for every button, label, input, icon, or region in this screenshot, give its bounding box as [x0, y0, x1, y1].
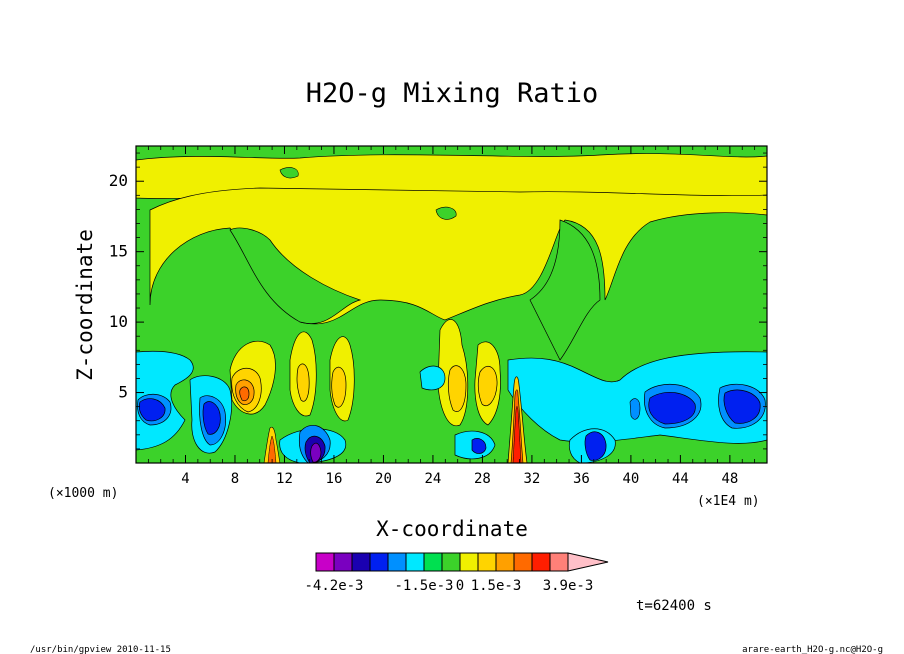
x-axis-ticks: 4 8 12 16 20 24 28 32 36 40 44 48 [147, 146, 756, 487]
footer-left: /usr/bin/gpview 2010-11-15 [30, 645, 171, 654]
contour-plume-small [267, 435, 277, 463]
contour-gold [331, 366, 347, 408]
contour-dark-orange [239, 386, 250, 402]
contour-deep-blue [202, 401, 221, 435]
x-axis-label: X-coordinate [376, 517, 528, 541]
contour-purple [310, 442, 322, 463]
contour-deep-blue [138, 398, 166, 422]
x-tick-label: 16 [326, 471, 343, 487]
footer-right: arare-earth_H2O-g.nc@H2O-g [742, 645, 883, 654]
colorbar-swatch [423, 552, 443, 572]
colorbar-swatch [441, 552, 461, 572]
y-axis-label: Z-coordinate [73, 229, 97, 381]
colorbar-label: -4.2e-3 [304, 578, 363, 594]
color-legend-bar [315, 552, 609, 572]
contour-gold [447, 365, 467, 412]
x-tick-label: 8 [231, 471, 239, 487]
colorbar-label: 0 [456, 578, 464, 594]
x-tick-label: 32 [523, 471, 540, 487]
x-tick-label: 4 [181, 471, 189, 487]
colorbar-swatch [531, 552, 551, 572]
x-tick-label: 44 [672, 471, 689, 487]
x-tick-label: 12 [276, 471, 293, 487]
contour-patch [279, 167, 299, 179]
y-tick-label: 10 [109, 312, 128, 331]
colorbar-label: 1.5e-3 [471, 578, 522, 594]
y-axis-ticks: 5 10 15 20 [109, 152, 767, 450]
x-tick-label: 36 [573, 471, 590, 487]
plot-area [136, 146, 767, 463]
colorbar-overflow-triangle [567, 552, 609, 572]
colorbar-swatch [333, 552, 353, 572]
contour-cyan-small [419, 365, 446, 391]
contour-lobe [529, 219, 601, 361]
colorbar-swatch [351, 552, 371, 572]
contour-deep-blue [471, 438, 487, 454]
contour-lobe [229, 227, 362, 324]
colorbar-swatch [513, 552, 533, 572]
contour-patch [435, 206, 457, 220]
x-tick-label: 48 [721, 471, 738, 487]
y-tick-label: 5 [118, 383, 128, 402]
x-tick-label: 40 [622, 471, 639, 487]
colorbar-swatch [549, 552, 569, 572]
x-tick-label: 24 [425, 471, 442, 487]
colorbar-swatch [459, 552, 479, 572]
colorbar-swatch [387, 552, 407, 572]
colorbar-label: 3.9e-3 [543, 578, 594, 594]
y-tick-label: 15 [109, 242, 128, 261]
contour-deep-blue [648, 391, 696, 425]
plot-frame [135, 145, 768, 464]
colorbar-swatch [495, 552, 515, 572]
x-tick-label: 20 [375, 471, 392, 487]
x-tick-label: 28 [474, 471, 491, 487]
contour-deep-blue [584, 431, 607, 461]
x-unit-left: (×1000 m) [48, 486, 118, 501]
colorbar-swatch [315, 552, 335, 572]
color-legend-labels: -4.2e-3 -1.5e-3 0 1.5e-3 3.9e-3 [304, 578, 593, 594]
contour-gold [477, 366, 498, 407]
colorbar-swatch [405, 552, 425, 572]
colorbar-swatch [369, 552, 389, 572]
contour-deep-blue [723, 389, 761, 424]
chart-title: H2O-g Mixing Ratio [306, 78, 599, 109]
contour-gold [296, 363, 310, 402]
contour-patch [629, 398, 641, 420]
x-unit-right: (×1E4 m) [697, 494, 760, 509]
colorbar-swatch [477, 552, 497, 572]
colorbar-label: -1.5e-3 [394, 578, 453, 594]
time-label: t=62400 s [636, 598, 712, 614]
y-tick-label: 20 [109, 171, 128, 190]
contour-plume-core [512, 406, 522, 463]
